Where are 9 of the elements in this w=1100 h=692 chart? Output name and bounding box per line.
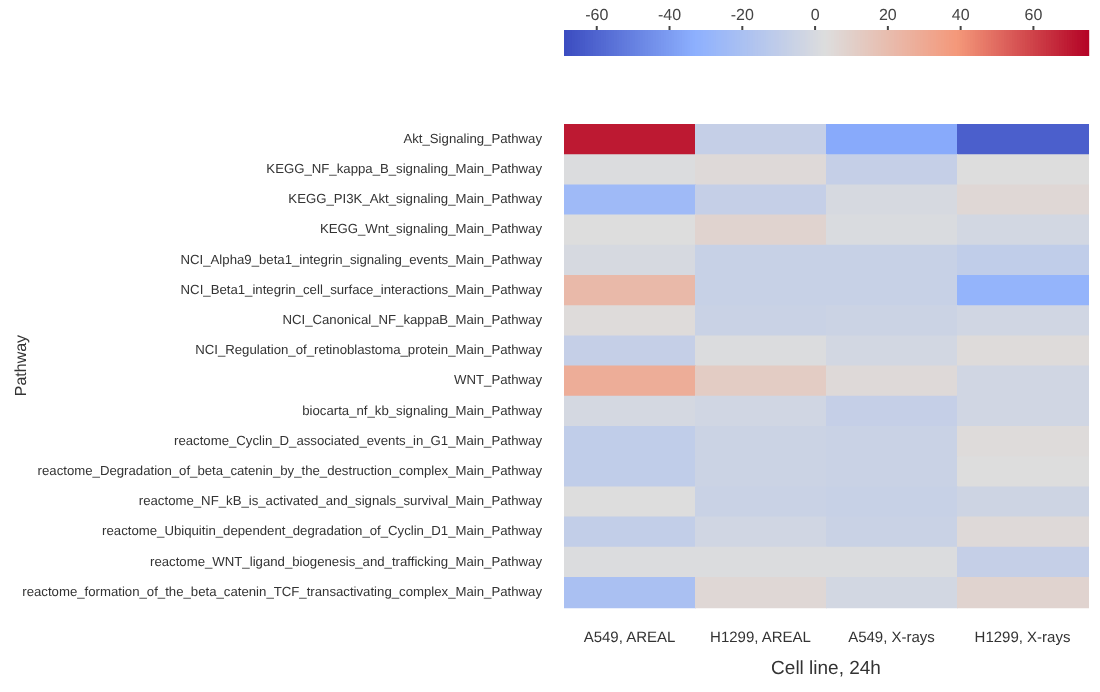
color-bar-label: -20 bbox=[730, 6, 755, 25]
color-bar-label: 0 bbox=[810, 6, 821, 25]
y-axis-title: Pathway bbox=[12, 334, 31, 397]
color-bar-label: 20 bbox=[878, 6, 898, 25]
color-bar-label: -60 bbox=[585, 6, 610, 25]
color-bar-label: 60 bbox=[1024, 6, 1044, 25]
color-bar-label: 40 bbox=[951, 6, 971, 25]
x-axis-title: Cell line, 24h bbox=[771, 657, 881, 680]
color-bar-label: -40 bbox=[657, 6, 683, 25]
